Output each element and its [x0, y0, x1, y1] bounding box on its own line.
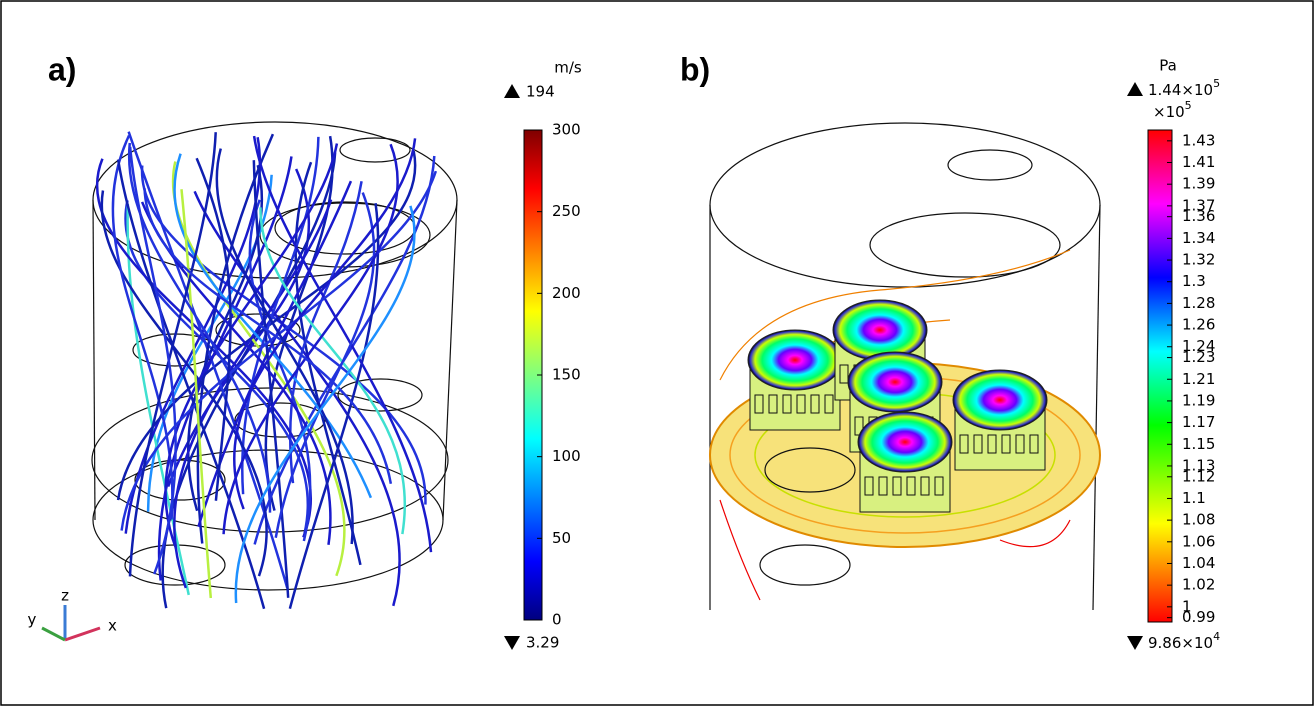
tick-label: 1.3 — [1182, 272, 1206, 290]
streamline — [118, 160, 264, 609]
tick-label: 150 — [552, 366, 581, 384]
exponent: 4 — [1213, 630, 1220, 643]
tick-label: 1.1 — [1182, 489, 1206, 507]
tick-label: 1.04 — [1182, 554, 1215, 572]
tick-label: 1.43 — [1182, 131, 1215, 149]
streamlines — [97, 132, 436, 609]
tick-label: 1.21 — [1182, 370, 1215, 388]
tick-label: 0 — [552, 611, 562, 629]
exponent: 5 — [1185, 99, 1192, 112]
tick-label: 1.23 — [1182, 348, 1215, 366]
tick-label: 100 — [552, 447, 581, 465]
colorbar-max: 1.44×105 — [1148, 77, 1220, 99]
panel-label: a) — [48, 51, 76, 87]
tick-label: 1.06 — [1182, 532, 1215, 550]
tick-label: 1.39 — [1182, 175, 1215, 193]
colorbar-unit: Pa — [1159, 57, 1177, 75]
tick-label: 1.19 — [1182, 391, 1215, 409]
max-marker — [1127, 82, 1143, 96]
mantissa: 9.86×10 — [1148, 634, 1213, 652]
tick-label: 200 — [552, 284, 581, 302]
figure: a) b) m/s 194 3.29 Pa 1.44×105 ×105 9.86… — [0, 0, 1314, 706]
tick-label: 1.32 — [1182, 251, 1215, 269]
colorbar — [1148, 130, 1172, 622]
colorbar-unit: m/s — [554, 59, 582, 77]
tick-label: 250 — [552, 202, 581, 220]
tick-label: 1.34 — [1182, 229, 1215, 247]
tick-label: 1.08 — [1182, 511, 1215, 529]
base: ×10 — [1153, 103, 1185, 121]
axis-label: x — [108, 617, 117, 635]
axis-label: z — [61, 587, 69, 605]
tick-label: 1.02 — [1182, 576, 1215, 594]
tick-label: 1.15 — [1182, 435, 1215, 453]
panel-label: b) — [680, 51, 710, 87]
colorbar-max: 194 — [526, 83, 555, 101]
exponent: 5 — [1213, 77, 1220, 90]
mantissa: 1.44×10 — [1148, 81, 1213, 99]
cylinder-top — [858, 412, 952, 472]
axis-label: y — [28, 611, 37, 629]
min-marker — [1127, 636, 1143, 650]
tick-label: 0.99 — [1182, 608, 1215, 626]
cylinder-top — [748, 330, 842, 390]
axes-triad: z y x — [28, 587, 117, 641]
frame — [1, 1, 1313, 705]
tick-label: 1.28 — [1182, 294, 1215, 312]
tick-label: 1.12 — [1182, 467, 1215, 485]
tick-label: 1.26 — [1182, 316, 1215, 334]
colorbar-min: 3.29 — [526, 634, 559, 652]
cylinder-top — [953, 370, 1047, 430]
tick-label: 1.36 — [1182, 207, 1215, 225]
tick-label: 300 — [552, 121, 581, 139]
tick-label: 50 — [552, 529, 571, 547]
cylinder-top — [833, 300, 927, 360]
tick-label: 1.17 — [1182, 413, 1215, 431]
min-marker — [504, 636, 520, 650]
cylinder-top — [848, 352, 942, 412]
colorbar-min: 9.86×104 — [1148, 630, 1220, 652]
tick-label: 1.41 — [1182, 153, 1215, 171]
max-marker — [504, 84, 520, 98]
colorbar-multiplier: ×105 — [1153, 99, 1192, 121]
